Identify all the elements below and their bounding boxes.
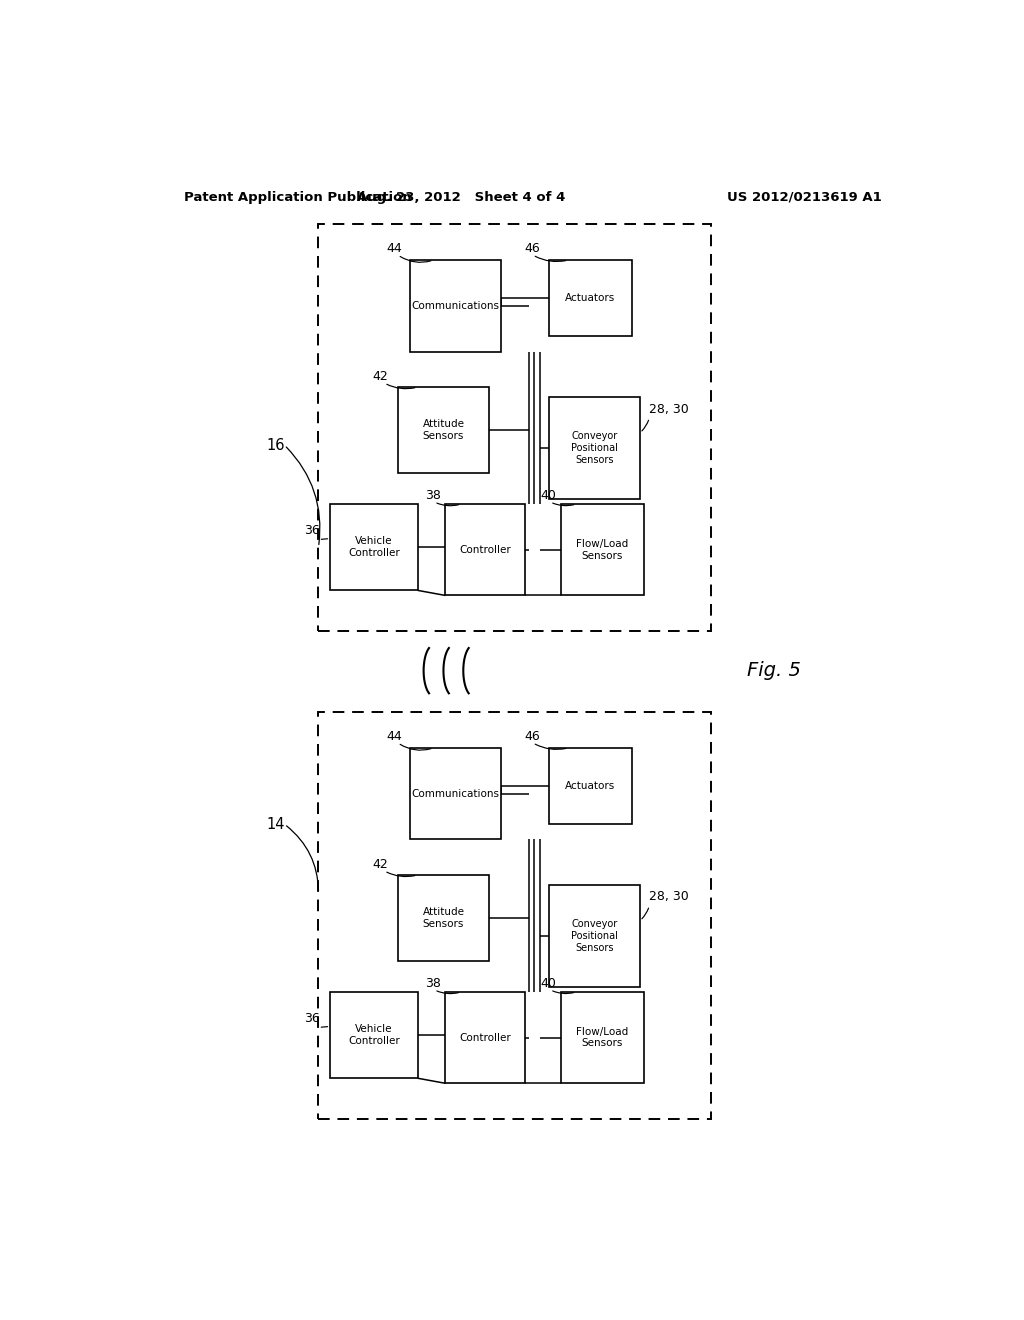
Text: 46: 46 [524, 730, 541, 743]
Bar [549, 260, 632, 337]
Bar [445, 991, 525, 1084]
Bar [445, 504, 525, 595]
Text: 14: 14 [267, 817, 286, 832]
Bar [410, 260, 501, 351]
Text: 38: 38 [425, 488, 440, 502]
Text: 28, 30: 28, 30 [649, 403, 689, 416]
Text: 40: 40 [541, 488, 557, 502]
Bar [318, 224, 712, 631]
Text: 36: 36 [304, 1012, 319, 1026]
Text: Vehicle
Controller: Vehicle Controller [348, 536, 400, 558]
Text: 40: 40 [541, 977, 557, 990]
Text: 42: 42 [373, 858, 388, 871]
Text: Attitude
Sensors: Attitude Sensors [423, 907, 465, 929]
Text: Controller: Controller [459, 545, 511, 554]
Bar [331, 991, 418, 1078]
Text: 16: 16 [267, 437, 286, 453]
Text: Actuators: Actuators [565, 293, 615, 304]
Bar [397, 875, 489, 961]
Text: 42: 42 [373, 370, 388, 383]
Text: Conveyor
Positional
Sensors: Conveyor Positional Sensors [570, 919, 617, 953]
Text: 36: 36 [304, 524, 319, 537]
Text: Conveyor
Positional
Sensors: Conveyor Positional Sensors [570, 432, 617, 465]
Text: Flow/Load
Sensors: Flow/Load Sensors [577, 539, 629, 561]
Text: Fig. 5: Fig. 5 [748, 661, 801, 680]
Bar [560, 991, 644, 1084]
Text: 28, 30: 28, 30 [649, 891, 689, 903]
Text: Controller: Controller [459, 1032, 511, 1043]
Text: Vehicle
Controller: Vehicle Controller [348, 1024, 400, 1045]
Text: Communications: Communications [412, 788, 500, 799]
Text: 44: 44 [386, 730, 401, 743]
Bar [549, 886, 640, 987]
Bar [410, 748, 501, 840]
Text: Flow/Load
Sensors: Flow/Load Sensors [577, 1027, 629, 1048]
Bar [560, 504, 644, 595]
Bar [549, 397, 640, 499]
Text: 38: 38 [425, 977, 440, 990]
Text: Actuators: Actuators [565, 781, 615, 791]
Bar [397, 387, 489, 474]
Text: 44: 44 [386, 242, 401, 255]
Bar [549, 748, 632, 824]
Text: Patent Application Publication: Patent Application Publication [183, 191, 412, 203]
Bar [331, 504, 418, 590]
Text: Attitude
Sensors: Attitude Sensors [423, 420, 465, 441]
Text: Communications: Communications [412, 301, 500, 310]
Text: 46: 46 [524, 242, 541, 255]
Text: US 2012/0213619 A1: US 2012/0213619 A1 [727, 191, 882, 203]
Bar [318, 713, 712, 1119]
Text: Aug. 23, 2012   Sheet 4 of 4: Aug. 23, 2012 Sheet 4 of 4 [357, 191, 565, 203]
